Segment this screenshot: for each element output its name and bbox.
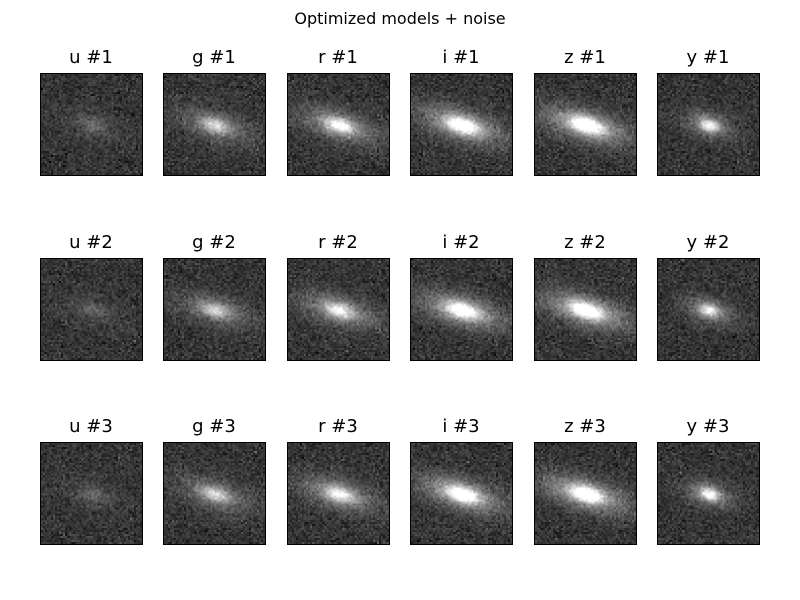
panel-title: g #2 <box>192 232 236 253</box>
panel-title: i #3 <box>442 416 480 437</box>
galaxy-image-panel <box>40 258 143 361</box>
galaxy-image <box>164 259 265 360</box>
panel-title: r #1 <box>318 47 358 68</box>
galaxy-image <box>41 74 142 175</box>
galaxy-image-panel <box>534 73 637 176</box>
galaxy-image-panel <box>163 258 266 361</box>
panel-title: z #1 <box>564 47 606 68</box>
galaxy-image <box>288 443 389 544</box>
galaxy-image <box>41 259 142 360</box>
galaxy-image <box>411 74 512 175</box>
panel-title: u #2 <box>69 232 113 253</box>
panel-title: u #1 <box>69 47 113 68</box>
panel-title: r #2 <box>318 232 358 253</box>
galaxy-image-panel <box>657 442 760 545</box>
galaxy-image-panel <box>657 73 760 176</box>
panel-title: g #1 <box>192 47 236 68</box>
galaxy-image <box>411 259 512 360</box>
panel-title: r #3 <box>318 416 358 437</box>
galaxy-image <box>658 443 759 544</box>
galaxy-image-panel <box>410 258 513 361</box>
galaxy-image-panel <box>410 442 513 545</box>
galaxy-image <box>535 443 636 544</box>
galaxy-image-panel <box>657 258 760 361</box>
panel-title: i #1 <box>442 47 480 68</box>
galaxy-image <box>658 259 759 360</box>
galaxy-image-panel <box>163 442 266 545</box>
galaxy-image <box>164 74 265 175</box>
panel-title: z #3 <box>564 416 606 437</box>
panel-title: y #2 <box>686 232 730 253</box>
galaxy-image-panel <box>163 73 266 176</box>
galaxy-image <box>658 74 759 175</box>
galaxy-image-panel <box>40 73 143 176</box>
galaxy-image <box>288 259 389 360</box>
galaxy-image-panel <box>287 442 390 545</box>
galaxy-image-panel <box>534 258 637 361</box>
galaxy-image <box>535 74 636 175</box>
galaxy-image <box>411 443 512 544</box>
panel-title: g #3 <box>192 416 236 437</box>
panel-title: y #1 <box>686 47 730 68</box>
galaxy-image-panel <box>410 73 513 176</box>
galaxy-image-panel <box>534 442 637 545</box>
figure-title: Optimized models + noise <box>294 9 506 28</box>
panel-title: u #3 <box>69 416 113 437</box>
galaxy-image <box>164 443 265 544</box>
panel-title: z #2 <box>564 232 606 253</box>
galaxy-image <box>41 443 142 544</box>
panel-title: i #2 <box>442 232 480 253</box>
galaxy-image-panel <box>287 258 390 361</box>
galaxy-image <box>535 259 636 360</box>
panel-title: y #3 <box>686 416 730 437</box>
galaxy-image-panel <box>287 73 390 176</box>
galaxy-image-panel <box>40 442 143 545</box>
galaxy-image <box>288 74 389 175</box>
